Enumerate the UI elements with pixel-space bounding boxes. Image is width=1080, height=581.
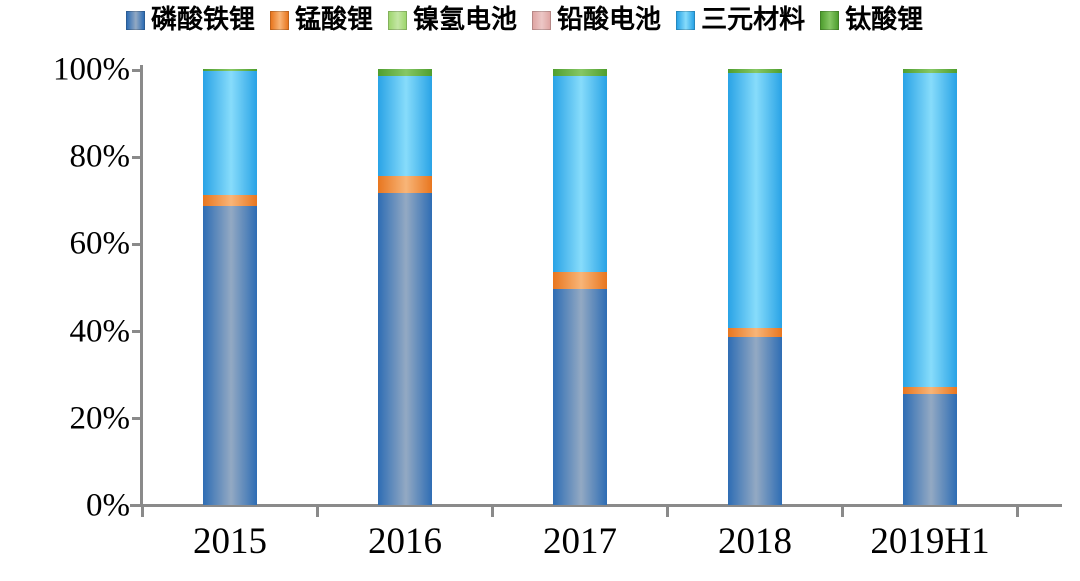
bar-segment-2019H1-钛酸锂 — [902, 69, 957, 74]
bar-segment-2017-钛酸锂 — [552, 69, 607, 76]
bar-segment-2015-磷酸铁锂 — [202, 206, 257, 505]
legend-swatch-icon — [532, 10, 552, 30]
bar-2018 — [727, 69, 782, 505]
legend-item-6: 钛酸锂 — [820, 7, 923, 33]
legend-item-3: 镍氢电池 — [388, 7, 517, 33]
legend-item-5: 三元材料 — [676, 7, 805, 33]
y-axis-tick — [132, 242, 142, 246]
bar-segment-2018-磷酸铁锂 — [727, 337, 782, 505]
y-axis-tick — [132, 155, 142, 159]
bar-2015 — [202, 69, 257, 505]
bar-segment-2015-三元材料 — [202, 71, 257, 196]
x-axis-label-2017: 2017 — [543, 521, 617, 562]
x-axis-tick — [490, 507, 494, 517]
x-axis-label-2015: 2015 — [193, 521, 267, 562]
legend-label: 钛酸锂 — [845, 5, 924, 34]
bar-segment-2019H1-三元材料 — [902, 73, 957, 388]
legend-swatch-icon — [388, 10, 408, 30]
bar-2017 — [552, 69, 607, 505]
y-axis-spine — [140, 65, 143, 507]
bar-segment-2016-锰酸锂 — [377, 175, 432, 194]
bar-segment-2015-钛酸锂 — [202, 69, 257, 72]
y-axis-tick — [132, 417, 142, 421]
legend-item-4: 铅酸电池 — [532, 7, 661, 33]
chart-legend: 磷酸铁锂 锰酸锂 镍氢电池 铅酸电池 三元材料 钛酸锂 — [126, 7, 923, 33]
x-axis-tick — [840, 507, 844, 517]
bar-segment-2015-锰酸锂 — [202, 195, 257, 207]
bar-segment-2018-钛酸锂 — [727, 69, 782, 74]
y-axis-label: 40% — [69, 313, 131, 350]
y-axis-label: 80% — [69, 138, 131, 175]
legend-swatch-icon — [126, 10, 145, 30]
legend-swatch-icon — [676, 10, 696, 30]
legend-item-2: 锰酸锂 — [270, 7, 373, 33]
y-axis-tick — [132, 330, 142, 334]
legend-item-1: 磷酸铁锂 — [126, 7, 255, 33]
bar-segment-2016-钛酸锂 — [377, 69, 432, 76]
bar-segment-2017-锰酸锂 — [552, 271, 607, 290]
bar-segment-2017-磷酸铁锂 — [552, 289, 607, 505]
legend-label: 铅酸电池 — [557, 5, 662, 34]
y-axis-label: 20% — [69, 400, 131, 437]
bar-segment-2016-三元材料 — [377, 75, 432, 176]
y-axis-label: 0% — [86, 487, 130, 524]
x-axis-tick — [315, 507, 319, 517]
bar-segment-2016-磷酸铁锂 — [377, 193, 432, 505]
plot-area: 0% 20% 40% 60% 80% 100% — [53, 53, 1062, 522]
y-axis-tick — [132, 68, 142, 72]
legend-label: 三元材料 — [701, 5, 806, 34]
x-axis-line — [130, 504, 1062, 507]
bar-2019H1 — [902, 69, 957, 505]
bar-segment-2019H1-磷酸铁锂 — [902, 393, 957, 505]
legend-label: 磷酸铁锂 — [151, 5, 256, 34]
x-axis-label-2018: 2018 — [718, 521, 792, 562]
legend-label: 镍氢电池 — [413, 5, 518, 34]
x-axis-tick — [665, 507, 669, 517]
legend-swatch-icon — [820, 10, 840, 30]
bar-segment-2018-三元材料 — [727, 73, 782, 329]
bar-segment-2017-三元材料 — [552, 75, 607, 272]
legend-label: 锰酸锂 — [295, 5, 374, 34]
y-axis-label: 100% — [53, 51, 130, 88]
bar-segment-2018-锰酸锂 — [727, 328, 782, 338]
bar-segment-2019H1-锰酸锂 — [902, 387, 957, 394]
y-axis-label: 60% — [69, 225, 131, 262]
x-axis-label-2016: 2016 — [368, 521, 442, 562]
legend-swatch-icon — [270, 10, 290, 30]
x-axis-tick — [140, 507, 144, 517]
bar-2016 — [377, 69, 432, 505]
x-axis-label-2019H1: 2019H1 — [870, 521, 990, 562]
x-axis-tick — [1015, 507, 1019, 517]
